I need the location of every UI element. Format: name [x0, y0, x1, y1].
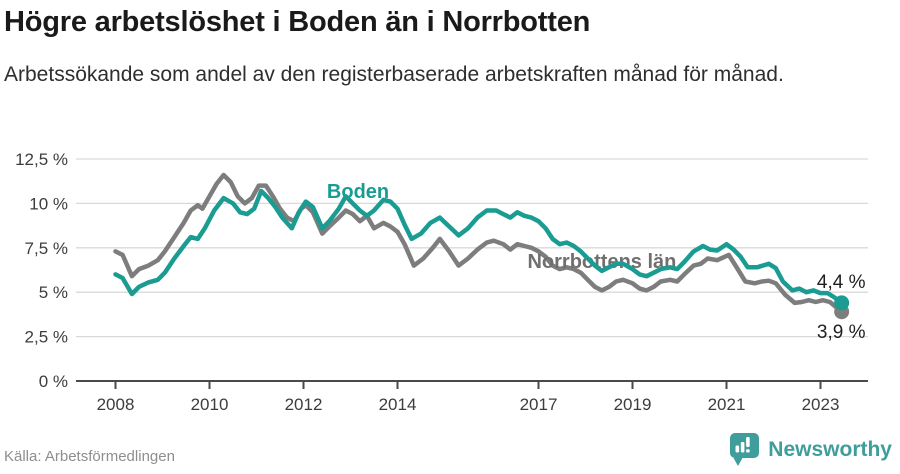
x-axis-tick-label: 2023: [802, 395, 840, 414]
series-label-boden: Boden: [327, 181, 389, 203]
x-axis-tick-label: 2012: [285, 395, 323, 414]
page-title: Högre arbetslöshet i Boden än i Norrbott…: [4, 6, 591, 38]
source-attribution: Källa: Arbetsförmedlingen: [4, 448, 175, 465]
newsworthy-wordmark: Newsworthy: [768, 437, 892, 461]
y-axis-tick-label: 10 %: [29, 194, 68, 213]
newsworthy-logo[interactable]: Newsworthy: [729, 432, 892, 467]
y-axis-tick-label: 7,5 %: [25, 239, 68, 258]
x-axis-tick-label: 2017: [520, 395, 558, 414]
y-axis-tick-label: 2,5 %: [25, 328, 68, 347]
series-line-norrbottens-l-n: [113, 172, 844, 314]
x-axis-tick-label: 2021: [708, 395, 746, 414]
series-end-value-norrbottens-l-n: 3,9 %: [817, 322, 866, 343]
series-label-norrbottens-l-n: Norrbottens län: [527, 251, 676, 273]
x-axis-tick-label: 2008: [97, 395, 135, 414]
chart-subtitle: Arbetssökande som andel av den registerb…: [4, 63, 784, 86]
series-end-dot-boden: [834, 295, 850, 311]
newsworthy-bubble-chart-icon: [729, 432, 760, 467]
y-axis-tick-label: 12,5 %: [15, 150, 68, 169]
y-axis-tick-label: 0 %: [39, 372, 68, 391]
x-axis-tick-label: 2014: [379, 395, 417, 414]
y-axis-tick-label: 5 %: [39, 283, 68, 302]
x-axis-tick-label: 2010: [191, 395, 229, 414]
series-end-value-boden: 4,4 %: [817, 272, 866, 293]
series-line-boden: [113, 188, 844, 306]
x-axis-tick-label: 2019: [614, 395, 652, 414]
